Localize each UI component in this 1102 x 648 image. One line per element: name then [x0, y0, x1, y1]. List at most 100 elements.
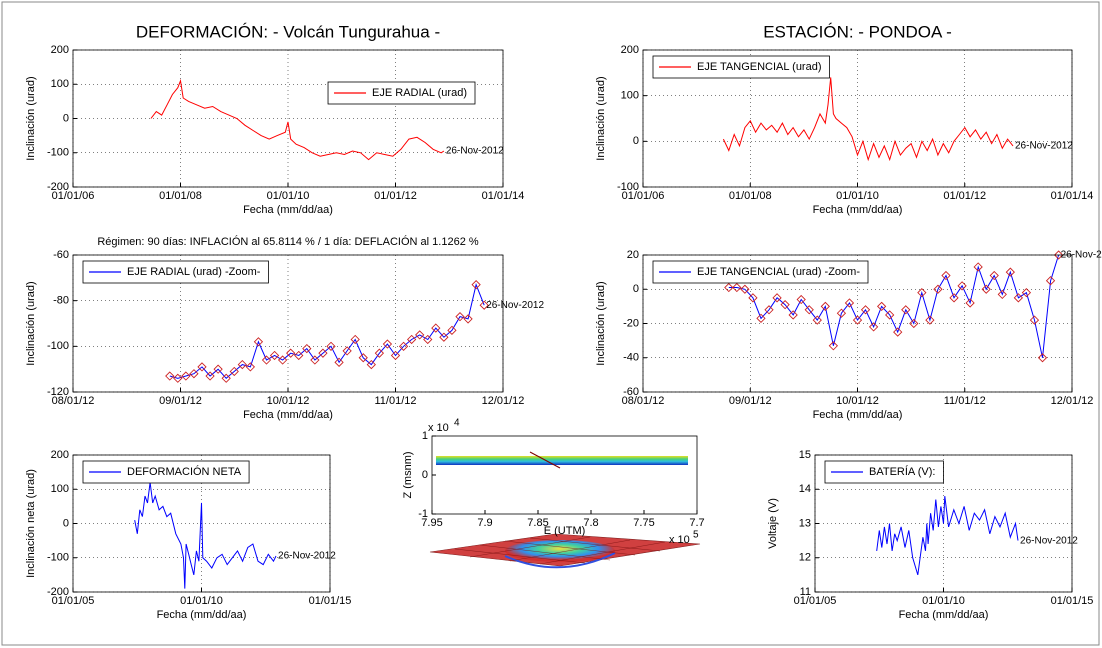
y-tick-label: 0: [633, 135, 639, 147]
data-marker: [229, 366, 239, 377]
surface-bottom: [504, 552, 616, 569]
x-tick-label: 01/01/05: [794, 595, 837, 607]
data-marker: [479, 300, 489, 310]
legend: EJE TANGENCIAL (urad): [652, 55, 830, 79]
data-marker: [876, 301, 887, 312]
data-line: [722, 77, 1014, 162]
data-marker: [221, 373, 231, 383]
y-axis-label: Z (msnm): [402, 451, 414, 498]
x-tick-label: 01/01/05: [52, 595, 95, 607]
legend-box: [824, 460, 944, 484]
data-marker: [269, 350, 280, 361]
x-tick-label: 12/01/12: [1051, 395, 1094, 407]
x-axis-label: Fecha (mm/dd/aa): [157, 609, 247, 621]
data-marker: [398, 341, 409, 351]
data-marker: [740, 284, 750, 294]
y-tick-label: -40: [623, 352, 639, 364]
data-marker: [901, 305, 911, 315]
data-marker: [885, 310, 895, 320]
x-tick-label: 01/01/12: [374, 190, 417, 202]
data-marker: [165, 371, 175, 381]
x-axis-label: Fecha (mm/dd/aa): [813, 204, 903, 216]
data-marker: [463, 314, 473, 324]
data-marker: [989, 270, 999, 281]
data-marker: [748, 293, 758, 303]
x-tick-label: 01/01/14: [1051, 190, 1094, 202]
data-line: [134, 482, 277, 589]
legend-label: EJE RADIAL (urad) -Zoom-: [127, 266, 261, 278]
y-axis-label: Voltaje (V): [767, 498, 779, 549]
data-marker: [868, 322, 879, 332]
legend-label: EJE RADIAL (urad): [372, 87, 467, 99]
x-exponent: 5: [693, 530, 699, 541]
data-marker: [245, 362, 256, 372]
data-marker: [286, 348, 296, 358]
legend-box: [652, 55, 830, 79]
data-marker: [326, 341, 336, 351]
x-tick-label: 11/01/12: [374, 395, 416, 407]
data-marker: [997, 289, 1007, 300]
y-tick-label: -80: [53, 295, 69, 307]
data-marker: [342, 346, 352, 356]
y-tick-label: -200: [47, 586, 69, 598]
data-marker: [941, 270, 951, 281]
y-multiplier: x 10: [428, 422, 449, 434]
data-marker: [277, 355, 288, 365]
data-marker: [439, 332, 449, 342]
data-marker: [294, 350, 304, 361]
axes-box: [72, 454, 331, 593]
y-tick-label: 0: [63, 112, 69, 124]
data-marker: [334, 357, 344, 367]
data-marker: [965, 298, 975, 308]
data-marker: [261, 355, 272, 365]
data-marker: [1013, 293, 1024, 303]
x-tick-label: 08/01/12: [622, 395, 665, 407]
data-marker: [197, 362, 207, 372]
x-tick-label: 08/01/12: [52, 395, 95, 407]
data-marker: [788, 310, 798, 320]
annotation: 26-Nov-2012: [1020, 535, 1078, 546]
y-tick-label: 200: [621, 44, 639, 56]
surface-stroke: [529, 451, 561, 469]
x-tick-label: 01/01/10: [922, 595, 965, 607]
data-line: [876, 496, 1019, 576]
chart-title: ESTACIÓN: - PONDOA -: [763, 22, 952, 41]
y-tick-label: 11: [800, 586, 811, 598]
data-marker: [1029, 315, 1040, 325]
x-axis-label: Fecha (mm/dd/aa): [813, 409, 903, 421]
x-axis-label: Fecha (mm/dd/aa): [243, 409, 333, 421]
data-marker: [780, 300, 790, 310]
x-tick-label: 01/01/06: [52, 190, 95, 202]
y-tick-label: -60: [623, 386, 639, 398]
y-axis-label: Inclinación (urad): [25, 281, 37, 365]
x-tick-label: 01/01/08: [729, 190, 772, 202]
axes-box: [72, 49, 504, 188]
y-tick-label: 0: [633, 283, 639, 295]
axes-box: [814, 454, 1073, 593]
data-marker: [318, 348, 328, 358]
data-marker: [756, 313, 766, 323]
surface-bowl: [505, 540, 615, 562]
data-line: [150, 78, 445, 161]
data-marker: [925, 315, 935, 325]
y-axis-label: Inclinación (urad): [595, 76, 607, 160]
data-line: [169, 283, 485, 379]
legend-box: [652, 260, 869, 284]
data-marker: [302, 343, 312, 354]
x-tick-label: 10/01/12: [267, 395, 310, 407]
x-axis-label: Fecha (mm/dd/aa): [899, 609, 989, 621]
data-marker: [173, 373, 183, 383]
legend: BATERÍA (V):: [824, 460, 944, 484]
y-tick-label: 200: [51, 44, 69, 56]
data-marker: [431, 323, 441, 333]
data-marker: [1045, 276, 1056, 286]
x-tick-label: 10/01/12: [836, 395, 879, 407]
data-marker: [860, 305, 871, 315]
data-marker: [724, 282, 734, 293]
y-tick-label: 12: [799, 552, 811, 564]
x-tick-label: 01/01/15: [309, 595, 352, 607]
chart-title: Régimen: 90 días: INFLACIÓN al 65.8114 %…: [97, 235, 479, 248]
x-tick-label: 01/01/10: [180, 595, 223, 607]
